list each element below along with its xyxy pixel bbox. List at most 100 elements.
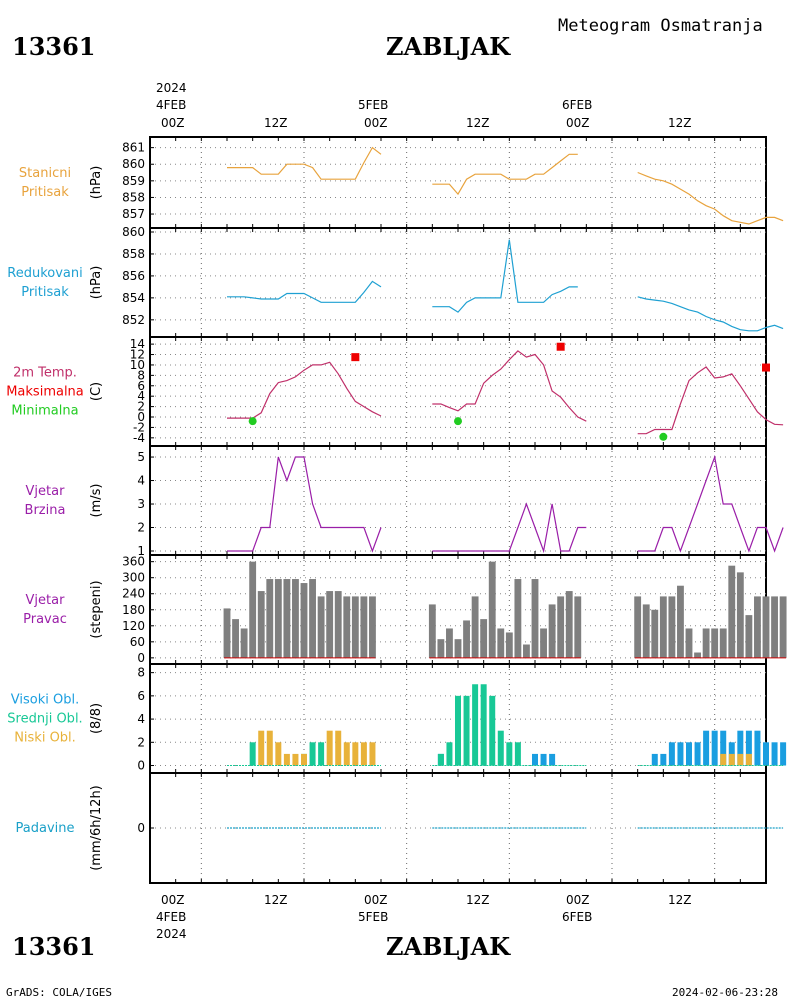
series-label-reduced_pressure: Pritisak [21,285,69,300]
series-line-temperature [637,366,784,435]
cloud-high-bar [677,742,684,766]
y-tick-label-clouds: 6 [137,689,145,703]
tmax-marker [351,353,360,362]
panel-frame-station_pressure [149,136,767,229]
y-tick-label-temperature: 2 [137,400,145,414]
top-day-label-3: 6FEB [562,98,592,112]
bottom-day-label-3: 6FEB [562,910,592,924]
y-tick-label-wind_speed: 3 [137,497,145,511]
top-day-label-1: 4FEB [156,98,186,112]
cloud-high-bar [763,742,769,766]
y-tick-label-wind_speed: 1 [137,544,145,558]
bottom-day-label-1: 4FEB [156,910,186,924]
cloud-high-bar [780,742,787,766]
station-name-top: ZABLJAK [386,32,511,61]
y-tick-label-clouds: 4 [137,712,145,726]
y-tick-label-temperature: -4 [133,431,145,445]
wind-dir-bar [668,596,676,658]
y-tick-label-station_pressure: 861 [122,141,145,155]
wind-dir-bar [240,628,248,658]
cloud-mid-bar [463,695,470,766]
cloud-low-bar [283,753,290,766]
y-tick-label-clouds: 8 [137,666,145,680]
station-name-bottom: ZABLJAK [386,932,511,961]
cloud-high-bar [660,753,667,766]
bottom-day-label-2: 5FEB [358,910,388,924]
y-tick-label-temperature: 10 [130,358,145,372]
cloud-high-bar [703,730,710,766]
cloud-high-bar [686,742,692,766]
cloud-mid-bar [489,695,496,766]
wind-dir-bar [736,572,744,658]
panel-frame-reduced_pressure [149,227,767,338]
wind-dir-bar [446,628,453,658]
y-axis-label-wind_direction: (stepeni) [89,580,104,638]
wind-dir-bar [651,609,659,658]
series-label-temperature: Minimalna [11,404,78,419]
y-tick-label-station_pressure: 858 [122,190,145,204]
cloud-high-bar [720,730,727,766]
top-hour-label-5: 00Z [566,116,590,130]
y-tick-label-wind_direction: 300 [122,571,145,585]
wind-dir-bar [719,628,727,658]
cloud-high-bar [771,742,778,766]
panel-frame-temperature [149,336,767,447]
wind-dir-bar [694,652,701,658]
series-line-reduced_pressure [432,239,578,313]
y-tick-label-wind_speed: 2 [137,521,145,535]
y-tick-label-station_pressure: 859 [122,174,145,188]
wind-dir-bar [514,579,522,658]
y-tick-label-temperature: 0 [137,410,145,424]
cloud-low-bar [292,753,299,766]
series-label-reduced_pressure: Redukovani [7,266,82,281]
y-tick-label-clouds: 2 [137,735,145,749]
y-tick-label-temperature: 14 [130,337,145,351]
bottom-hour-label-5: 00Z [566,893,590,907]
wind-dir-bar [642,604,650,658]
wind-dir-bar [257,591,265,658]
series-label-temperature: Maksimalna [6,385,84,400]
wind-dir-bar [531,579,539,658]
wind-dir-bar [488,561,496,658]
y-axis-label-temperature: (C) [89,382,104,401]
cloud-low-bar [720,753,727,766]
wind-dir-bar [351,596,359,658]
wind-dir-bar [557,596,565,658]
top-hour-label-2: 12Z [264,116,288,130]
wind-dir-bar [634,596,642,658]
cloud-mid-bar [249,742,256,766]
y-tick-label-temperature: -2 [133,420,145,434]
y-tick-label-reduced_pressure: 858 [122,247,145,261]
cloud-mid-bar [446,742,453,766]
wind-dir-bar [505,632,513,658]
wind-dir-bar [754,596,761,658]
cloud-low-bar [301,753,307,766]
y-tick-label-reduced_pressure: 860 [122,225,145,239]
y-tick-label-reduced_pressure: 854 [122,291,145,305]
bottom-hour-label-3: 00Z [364,893,388,907]
series-line-reduced_pressure [637,296,784,332]
wind-dir-bar [283,579,291,658]
wind-dir-bar [497,628,505,658]
y-axis-label-station_pressure: (hPa) [89,166,104,200]
wind-dir-bar [326,591,334,658]
y-tick-label-precipitation: 0 [137,821,145,835]
bottom-hour-label-4: 12Z [466,893,490,907]
station-id-top: 13361 [12,32,96,61]
series-label-precipitation: Padavine [16,821,75,836]
wind-dir-bar [292,579,299,658]
y-tick-label-wind_direction: 180 [122,603,145,617]
cloud-high-bar [737,730,744,766]
wind-dir-bar [702,628,710,658]
cloud-high-bar [540,753,547,766]
cloud-low-bar [326,730,333,766]
bottom-hour-label-1: 00Z [161,893,185,907]
y-axis-label-precipitation: (mm/6h/12h) [89,785,104,871]
bottom-hour-label-6: 12Z [668,893,692,907]
cloud-mid-bar [455,695,461,766]
top-hour-label-4: 12Z [466,116,490,130]
y-tick-label-temperature: 6 [137,379,145,393]
y-tick-label-wind_direction: 120 [122,619,145,633]
series-label-station_pressure: Pritisak [21,185,69,200]
y-tick-label-wind_direction: 0 [137,651,145,665]
